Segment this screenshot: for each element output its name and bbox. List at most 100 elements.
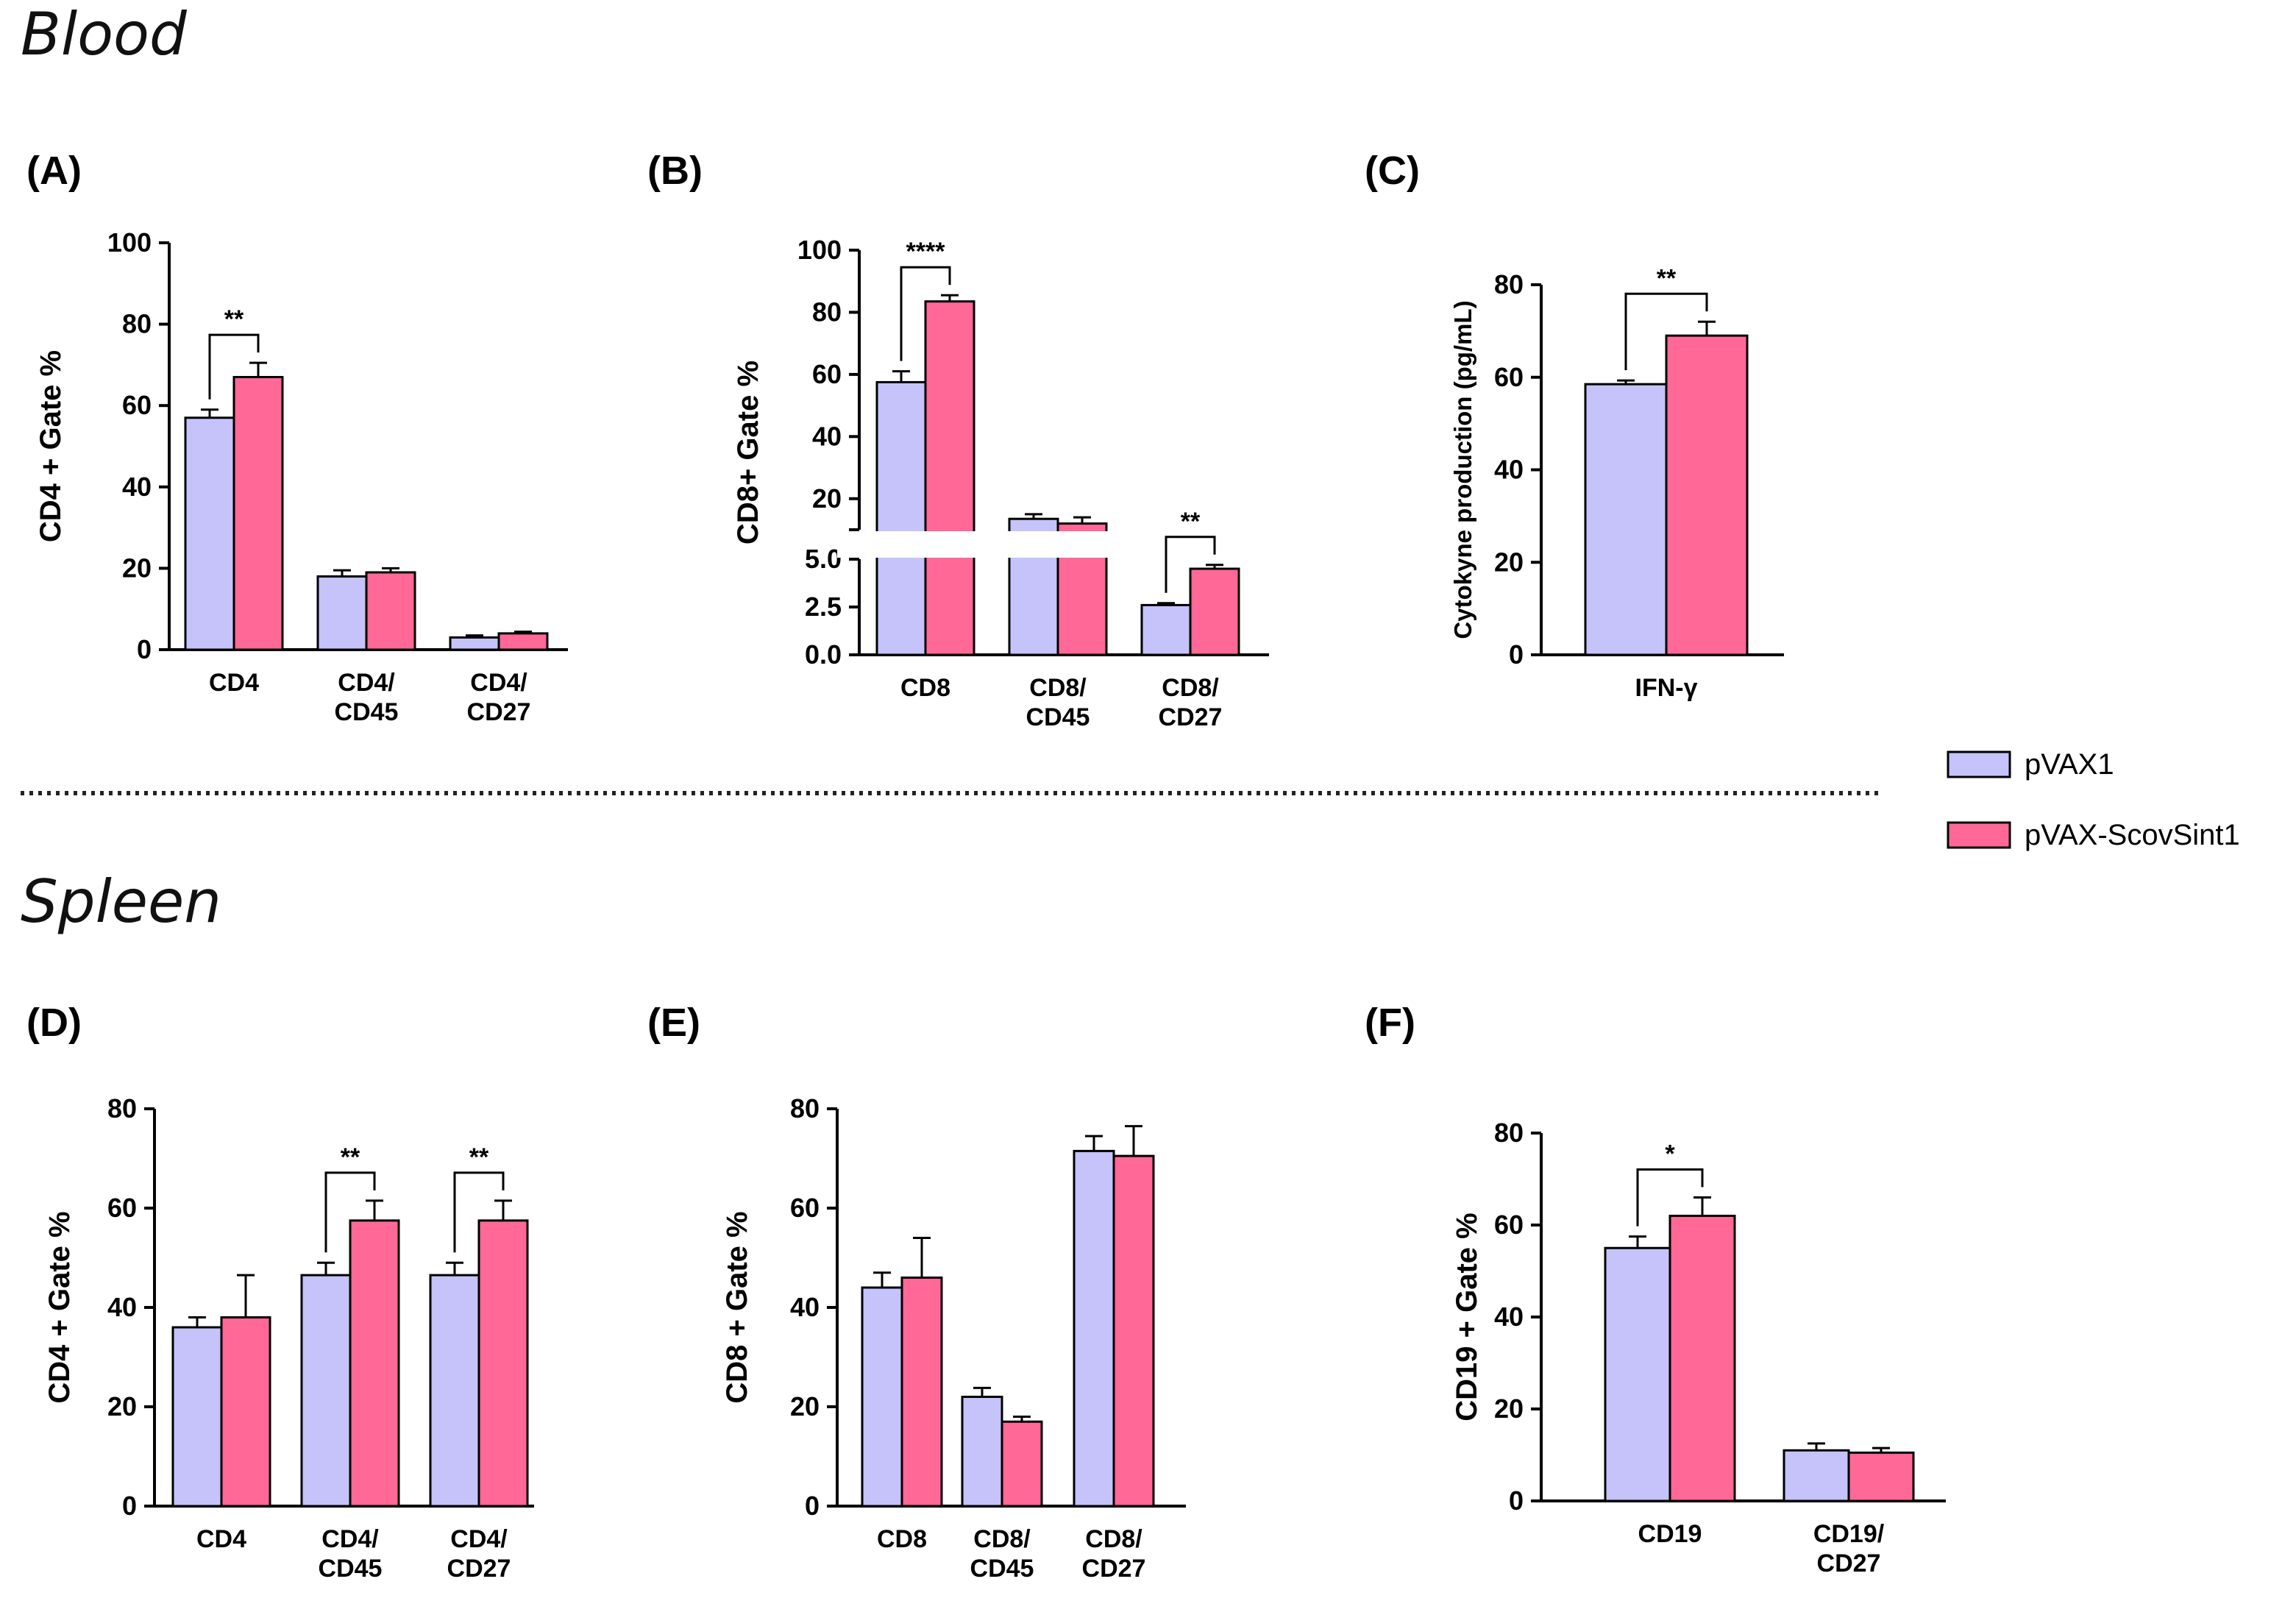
category-label: CD27 xyxy=(447,1555,511,1583)
bar-pvax-scovsint1 xyxy=(220,1316,271,1508)
bar-pvax1 xyxy=(861,1286,903,1508)
error-bar xyxy=(873,1271,891,1288)
bar-pvax-scovsint1 xyxy=(365,571,416,651)
y-tick-label: 80 xyxy=(122,309,152,339)
y-tick-label: 60 xyxy=(812,359,842,389)
y-tick-label: 20 xyxy=(1494,1394,1524,1424)
category-label: CD8/ xyxy=(1162,674,1219,702)
legend-swatch-pvax1 xyxy=(1947,750,2011,778)
panel-label: (E) xyxy=(647,1001,700,1045)
bar-pvax-scovsint1 xyxy=(477,1219,529,1508)
panel-label: (F) xyxy=(1365,1001,1415,1045)
category-label: IFN-γ xyxy=(1635,674,1698,702)
panel-label: (C) xyxy=(1365,149,1420,193)
error-bar xyxy=(366,1199,383,1221)
category-label: CD8/ xyxy=(1029,674,1087,702)
y-tick-label: 80 xyxy=(1494,269,1524,299)
y-tick-label: 80 xyxy=(107,1093,137,1123)
error-bar xyxy=(382,567,399,572)
y-tick-label: 60 xyxy=(790,1193,820,1223)
bar-pvax-scovsint1 xyxy=(1847,1451,1915,1502)
error-bar xyxy=(201,408,218,418)
error-bar xyxy=(941,294,959,302)
error-bar xyxy=(249,361,267,377)
error-bar xyxy=(1085,1135,1103,1151)
significance-label: ** xyxy=(469,1143,489,1171)
y-tick-label: 20 xyxy=(790,1391,820,1421)
y-tick-label: 60 xyxy=(107,1193,137,1223)
bar-pvax1 xyxy=(184,416,235,651)
panel-c: (C) 0 20 40 60 80 Cytokyne production (pg/mL) I… xyxy=(1365,149,1784,702)
significance-label: ** xyxy=(1181,508,1201,536)
y-axis-label: CD19 + Gate % xyxy=(1451,1213,1483,1421)
bar-pvax1 xyxy=(429,1274,480,1508)
panel-label: (D) xyxy=(26,1001,82,1045)
y-tick-label: 0 xyxy=(122,1491,137,1521)
category-label: CD27 xyxy=(467,698,531,726)
category-label: CD4 xyxy=(196,1525,246,1553)
y-tick-label: 0 xyxy=(1509,639,1524,670)
error-bar xyxy=(1693,1196,1711,1216)
category-label: CD4/ xyxy=(470,669,527,697)
y-tick-label: 40 xyxy=(1494,1302,1524,1332)
category-label: CD27 xyxy=(1817,1549,1881,1577)
error-bar xyxy=(333,569,351,577)
bar-pvax1 xyxy=(1584,383,1668,656)
y-tick-label: 60 xyxy=(1494,1210,1524,1240)
legend-swatch-pvax-scovsint1 xyxy=(1947,821,2011,849)
error-bar xyxy=(317,1261,335,1276)
category-label: CD45 xyxy=(335,698,399,726)
significance-bracket xyxy=(1165,536,1216,593)
category-label: CD27 xyxy=(1159,703,1223,731)
y-tick-label: 80 xyxy=(790,1093,820,1123)
bar-pvax-scovsint1 xyxy=(1000,1420,1043,1508)
y-tick-label: 0 xyxy=(1509,1485,1524,1516)
significance-bracket xyxy=(208,333,260,400)
error-bar xyxy=(1617,379,1635,385)
y-tick-label: 20 xyxy=(1494,547,1524,577)
bar-pvax1 xyxy=(449,636,500,651)
y-axis-label: Cytokyne production (pg/mL) xyxy=(1449,300,1476,639)
category-label: CD27 xyxy=(1082,1555,1146,1583)
bar-pvax1 xyxy=(171,1326,223,1508)
y-axis-label: CD8 + Gate % xyxy=(721,1211,753,1403)
error-bar xyxy=(1872,1446,1890,1453)
category-label: CD8/ xyxy=(1085,1525,1142,1553)
bar-pvax-scovsint1 xyxy=(497,632,549,651)
category-label: CD8 xyxy=(900,674,950,702)
y-tick-label: 2.5 xyxy=(805,592,842,622)
error-bar xyxy=(1125,1125,1142,1157)
category-label: CD45 xyxy=(319,1555,383,1583)
bar-pvax-scovsint1 xyxy=(232,375,284,651)
error-bar xyxy=(466,634,483,638)
y-tick-label: 80 xyxy=(1494,1118,1524,1148)
significance-bracket xyxy=(324,1171,376,1253)
y-tick-label: 100 xyxy=(107,227,152,258)
bar-pvax1 xyxy=(1604,1246,1671,1502)
y-tick-label: 80 xyxy=(812,297,842,327)
y-tick-label: 40 xyxy=(122,472,152,502)
y-tick-label: 40 xyxy=(812,421,842,451)
bar-pvax-scovsint1 xyxy=(924,300,975,656)
bar-pvax-scovsint1 xyxy=(349,1219,400,1508)
significance-label: ** xyxy=(341,1143,360,1171)
bar-pvax1 xyxy=(300,1274,352,1508)
y-tick-label: 100 xyxy=(797,235,842,265)
axis-break-gap xyxy=(837,531,1276,558)
significance-bracket xyxy=(453,1171,505,1253)
y-tick-label: 20 xyxy=(122,553,152,583)
bar-pvax1 xyxy=(961,1396,1003,1508)
panel-label: (A) xyxy=(26,149,82,193)
y-tick-label: 40 xyxy=(790,1292,820,1322)
bar-pvax1 xyxy=(1140,603,1192,656)
significance-label: **** xyxy=(906,238,946,266)
error-bar xyxy=(188,1316,206,1327)
error-bar xyxy=(1698,320,1716,336)
section-title-spleen: Spleen xyxy=(21,867,221,936)
section-title-blood: Blood xyxy=(21,0,188,68)
bar-pvax-scovsint1 xyxy=(1112,1154,1155,1508)
